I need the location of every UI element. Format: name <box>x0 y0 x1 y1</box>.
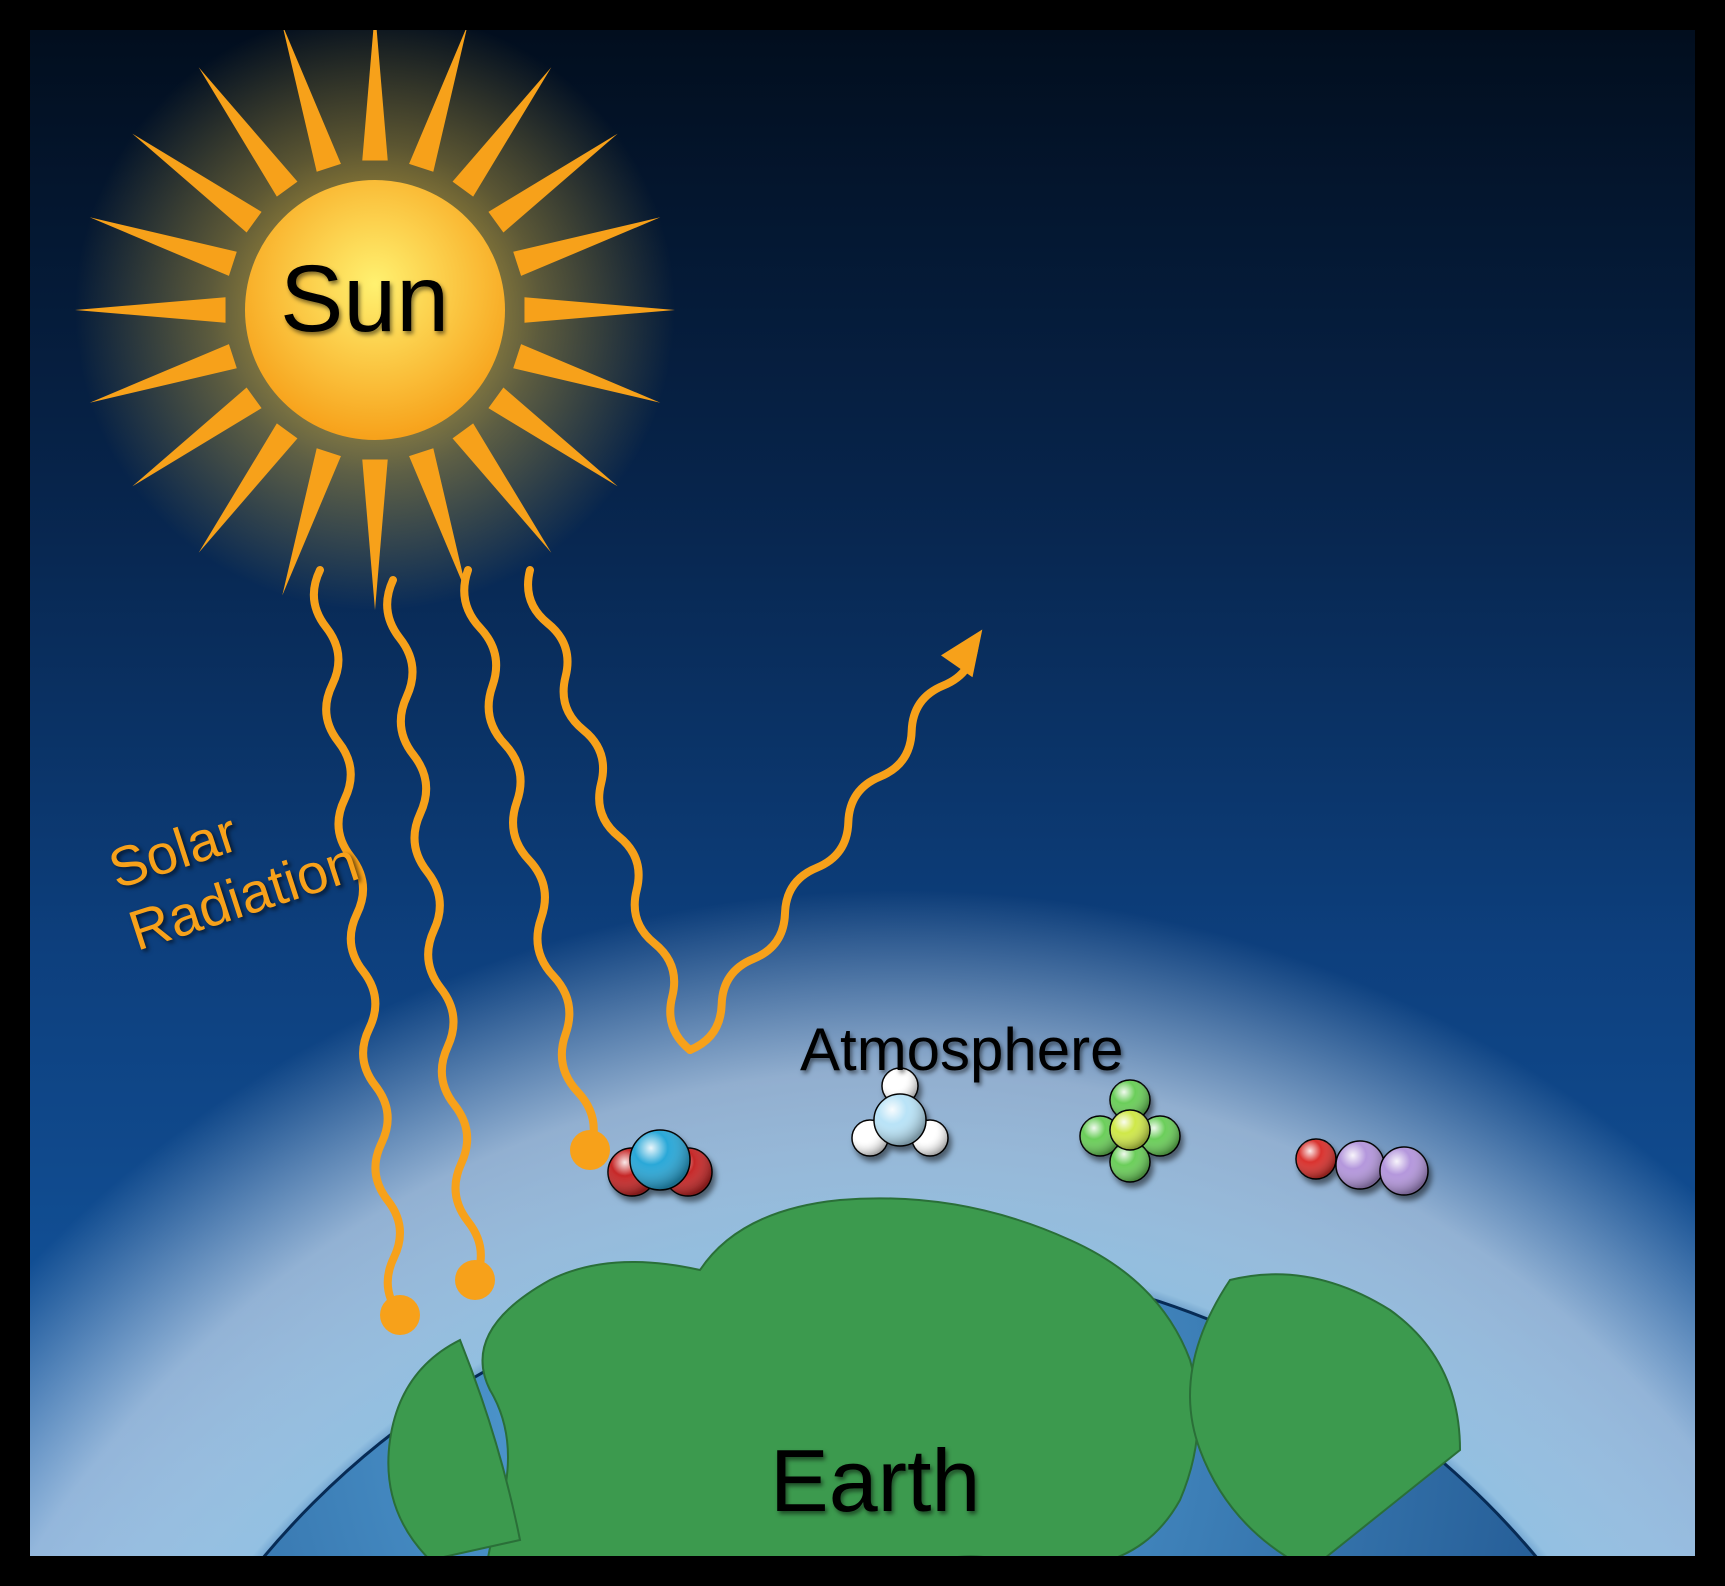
sun-label: Sun <box>280 245 449 354</box>
radiation-endpoint-1 <box>380 1295 420 1335</box>
earth-label: Earth <box>770 1430 980 1532</box>
radiation-endpoint-3 <box>570 1130 610 1170</box>
radiation-endpoint-2 <box>455 1260 495 1300</box>
atmosphere-label: Atmosphere <box>800 1015 1124 1084</box>
diagram-frame: Sun Solar Radiation Atmosphere Earth <box>0 0 1725 1586</box>
diagram-canvas: Sun Solar Radiation Atmosphere Earth <box>30 30 1695 1556</box>
